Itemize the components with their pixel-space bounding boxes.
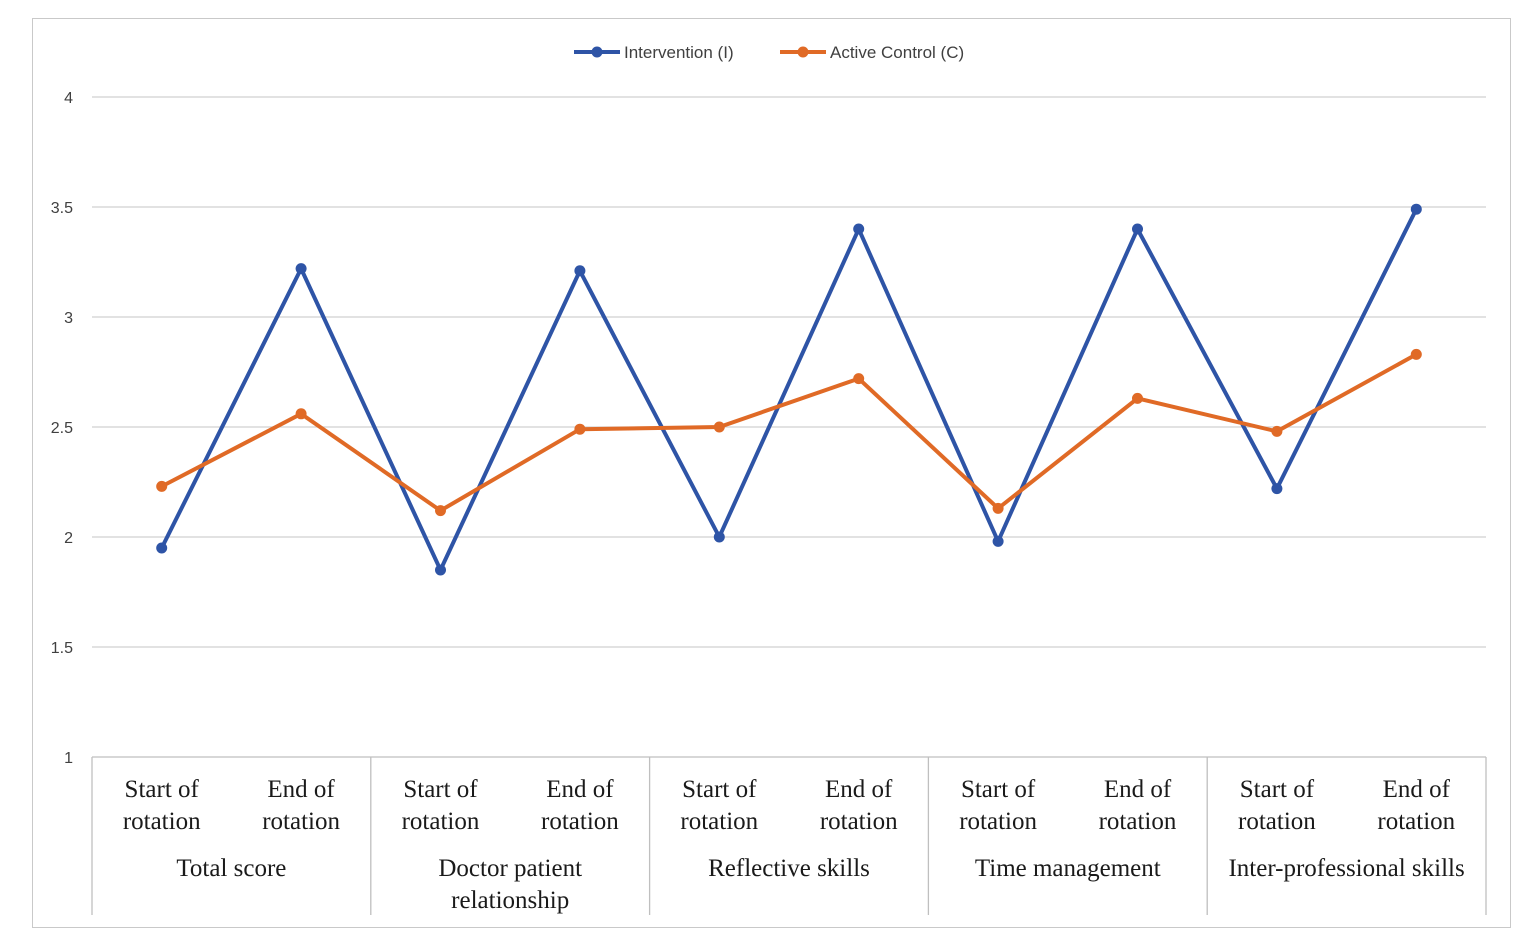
x-tick-label: rotation [1099,808,1177,835]
x-tick-label: rotation [1238,808,1316,835]
legend-marker [591,46,603,58]
x-tick-label: rotation [820,808,898,835]
x-tick-label: Start of [125,776,200,803]
x-tick-label: rotation [402,808,480,835]
data-point [853,223,865,235]
legend-label: Active Control (C) [830,43,964,62]
series-line [159,208,1419,575]
y-tick-label: 3.5 [51,200,73,217]
data-point [1132,223,1143,235]
y-tick-label: 3 [64,310,73,327]
chart-frame [32,18,1511,928]
y-tick-label: 1.5 [51,640,73,657]
group-label: Inter-professional skills [1228,855,1464,882]
group-label: Reflective skills [708,855,870,882]
data-point [574,265,586,277]
legend-marker [797,46,809,58]
series-line [160,352,1418,513]
data-point [435,564,446,576]
group-label: Total score [176,855,286,882]
x-tick-label: rotation [123,808,201,835]
x-tick-label: Start of [961,776,1036,803]
x-tick-label: rotation [959,808,1037,835]
data-point [295,408,307,420]
y-tick-label: 2.5 [51,420,73,437]
x-tick-label: End of [267,776,335,803]
group-label: Time management [975,855,1161,882]
x-tick-label: Start of [682,776,757,803]
x-tick-label: End of [825,776,893,803]
x-tick-label: Start of [1240,776,1315,803]
x-tick-label: Start of [403,776,478,803]
data-point [1410,203,1422,215]
group-label: relationship [451,887,569,914]
data-point [156,542,168,554]
data-point [435,505,446,517]
x-tick-label: rotation [680,808,758,835]
data-point [156,480,168,492]
x-tick-label: rotation [262,808,340,835]
group-label: Doctor patient [438,855,582,882]
x-tick-label: End of [1104,776,1172,803]
data-point [1271,483,1283,495]
x-tick-label: End of [546,776,614,803]
data-point [1132,392,1143,404]
data-point [574,423,586,435]
data-point [1271,425,1283,437]
data-point [853,373,865,385]
legend-label: Intervention (I) [624,43,734,62]
y-tick-label: 1 [64,750,73,767]
data-point [1410,348,1422,360]
data-point [713,531,725,543]
data-point [992,535,1004,547]
data-point [713,421,725,433]
x-tick-label: rotation [1377,808,1455,835]
y-tick-label: 4 [64,90,73,107]
x-tick-label: rotation [541,808,619,835]
y-tick-label: 2 [64,530,73,547]
data-point [295,263,307,275]
data-point [992,502,1004,514]
x-tick-label: End of [1383,776,1451,803]
